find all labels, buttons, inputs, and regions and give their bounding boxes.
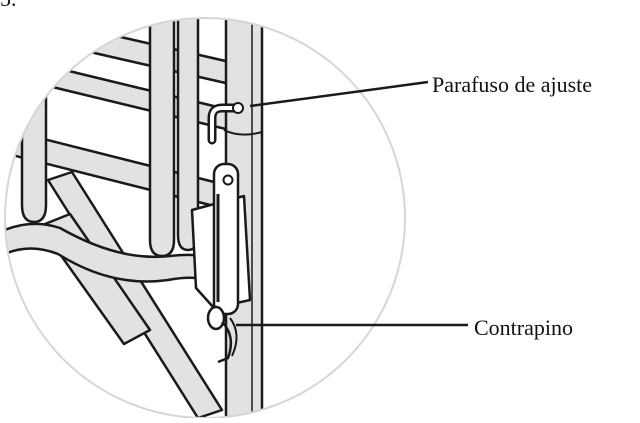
slot-plate: [212, 162, 240, 316]
tine-mid: [148, 18, 176, 258]
magnified-detail: [5, 18, 264, 418]
callout-adjust-screw: Parafuso de ajuste: [432, 72, 593, 97]
leader-line-screw: [249, 80, 429, 108]
lower-diagonal-bar-1: [46, 170, 224, 418]
step-number: 5.: [0, 0, 17, 10]
adjust-screw: [207, 102, 263, 145]
tine-left: [20, 58, 48, 224]
cotter-pin: [206, 305, 238, 364]
callout-cotter-pin: Contrapino: [474, 315, 573, 340]
